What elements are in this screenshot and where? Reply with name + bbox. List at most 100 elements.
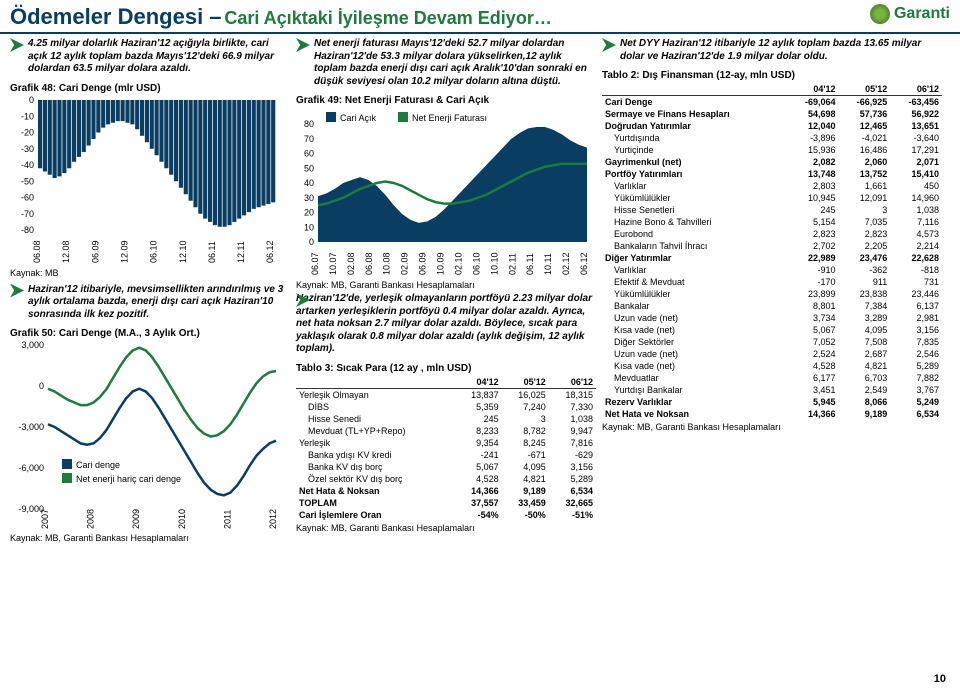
svg-text:06.12: 06.12 xyxy=(265,240,275,263)
chart48: -80-70-60-50-40-30-20-10006.0812.0806.09… xyxy=(10,96,290,266)
svg-text:-3,000: -3,000 xyxy=(18,422,44,432)
table-row: Hisse Senetleri24531,038 xyxy=(602,204,942,216)
svg-text:Cari denge: Cari denge xyxy=(76,460,120,470)
svg-text:2008: 2008 xyxy=(86,509,96,529)
table-row: Yerleşik9,3548,2457,816 xyxy=(296,437,596,449)
svg-text:06.07: 06.07 xyxy=(310,252,320,275)
svg-text:02.12: 02.12 xyxy=(561,252,571,275)
table-row: Cari İşlemlere Oran-54%-50%-51% xyxy=(296,509,596,521)
svg-text:06.12: 06.12 xyxy=(579,252,589,275)
table3-source: Kaynak: MB, Garanti Bankası Hesaplamalar… xyxy=(296,523,596,533)
svg-text:50: 50 xyxy=(304,163,314,173)
svg-text:70: 70 xyxy=(304,134,314,144)
table-row: Portföy Yatırımları13,74813,75215,410 xyxy=(602,168,942,180)
svg-text:2011: 2011 xyxy=(222,510,232,529)
logo-text: Garanti xyxy=(894,5,950,23)
column-left: 4.25 milyar dolarlık Haziran'12 açığıyla… xyxy=(10,38,290,543)
svg-text:10.08: 10.08 xyxy=(382,252,392,275)
chart48-source: Kaynak: MB xyxy=(10,268,290,278)
page-number: 10 xyxy=(934,673,946,685)
chart50: -9,000-6,000-3,00003,000Cari dengeNet en… xyxy=(10,341,290,531)
table-row: Diğer Sektörler7,0527,5087,835 xyxy=(602,336,942,348)
svg-text:Net enerji hariç cari denge: Net enerji hariç cari denge xyxy=(76,474,181,484)
table3-title: Tablo 3: Sıcak Para (12 ay , mln USD) xyxy=(296,363,596,374)
svg-text:2012: 2012 xyxy=(268,509,278,529)
svg-text:10: 10 xyxy=(304,222,314,232)
chart48-title: Grafik 48: Cari Denge (mlr USD) xyxy=(10,83,290,94)
svg-text:12.11: 12.11 xyxy=(236,241,246,263)
svg-text:0: 0 xyxy=(29,96,34,105)
table-row: Net Hata & Noksan14,3669,1896,534 xyxy=(296,485,596,497)
svg-text:0: 0 xyxy=(39,381,44,391)
table-row: Uzun vade (net)2,5242,6872,546 xyxy=(602,348,942,360)
logo: Garanti xyxy=(870,4,950,24)
table3: 04'1205'1206'12Yerleşik Olmayan13,83716,… xyxy=(296,376,596,521)
column-mid: Net enerji faturası Mayıs'12'deki 52.7 m… xyxy=(296,38,596,543)
svg-text:-20: -20 xyxy=(21,127,34,137)
svg-text:Net Enerji Faturası: Net Enerji Faturası xyxy=(412,113,487,123)
svg-text:-70: -70 xyxy=(21,208,34,218)
svg-text:10.11: 10.11 xyxy=(543,253,553,275)
svg-text:06.10: 06.10 xyxy=(149,240,159,263)
svg-text:06.08: 06.08 xyxy=(364,252,374,275)
table-row: Uzun vade (net)3,7343,2892,981 xyxy=(602,312,942,324)
table-row: Eurobond2,8232,8234,573 xyxy=(602,228,942,240)
content: 4.25 milyar dolarlık Haziran'12 açığıyla… xyxy=(0,34,960,547)
svg-text:06.08: 06.08 xyxy=(32,240,42,263)
table-row: Yükümlülükler10,94512,09114,960 xyxy=(602,192,942,204)
blurb-right-1: Net DYY Haziran'12 itibariyle 12 aylık t… xyxy=(602,38,942,63)
chart49-title: Grafik 49: Net Enerji Faturası & Cari Aç… xyxy=(296,95,596,106)
svg-text:02.09: 02.09 xyxy=(400,252,410,275)
svg-text:-10: -10 xyxy=(21,111,34,121)
title-main: Ödemeler Dengesi – xyxy=(10,4,222,29)
svg-text:02.08: 02.08 xyxy=(346,252,356,275)
svg-text:10.10: 10.10 xyxy=(489,252,499,275)
table-row: DİBS5,3597,2407,330 xyxy=(296,401,596,413)
svg-text:40: 40 xyxy=(304,178,314,188)
svg-text:2007: 2007 xyxy=(40,509,50,529)
svg-text:3,000: 3,000 xyxy=(21,341,44,350)
svg-text:06.11: 06.11 xyxy=(525,253,535,275)
svg-text:02.10: 02.10 xyxy=(453,252,463,275)
svg-text:06.11: 06.11 xyxy=(207,241,217,263)
svg-text:0: 0 xyxy=(309,237,314,247)
table-row: Yurtdışı Bankalar3,4512,5493,767 xyxy=(602,384,942,396)
svg-text:06.09: 06.09 xyxy=(90,240,100,263)
svg-text:2010: 2010 xyxy=(177,509,187,529)
table-row: Gayrimenkul (net)2,0822,0602,071 xyxy=(602,156,942,168)
page-header: Ödemeler Dengesi – Cari Açıktaki İyileşm… xyxy=(0,0,960,34)
svg-text:12.09: 12.09 xyxy=(119,240,129,263)
table-row: Rezerv Varlıklar5,9458,0665,249 xyxy=(602,396,942,408)
blurb-mid-1: Net enerji faturası Mayıs'12'deki 52.7 m… xyxy=(296,38,596,88)
chart49: 01020304050607080Cari AçıkNet Enerji Fat… xyxy=(296,108,596,278)
svg-text:06.10: 06.10 xyxy=(471,252,481,275)
table-row: Hazine Bono & Tahvilleri5,1547,0357,116 xyxy=(602,216,942,228)
blurb-left-1: 4.25 milyar dolarlık Haziran'12 açığıyla… xyxy=(10,38,290,76)
table-row: Hisse Senedi24531,038 xyxy=(296,413,596,425)
table-row: Kısa vade (net)4,5284,8215,289 xyxy=(602,360,942,372)
svg-text:2009: 2009 xyxy=(131,509,141,529)
table-row: Bankalar8,8017,3846,137 xyxy=(602,300,942,312)
table-row: Cari Denge-69,064-66,925-63,456 xyxy=(602,96,942,109)
svg-text:10.07: 10.07 xyxy=(328,252,338,275)
table-row: Yükümlülükler23,89923,83823,446 xyxy=(602,288,942,300)
svg-text:10.09: 10.09 xyxy=(436,252,446,275)
svg-text:02.11: 02.11 xyxy=(507,253,517,275)
table-row: Doğrudan Yatırımlar12,04012,46513,651 xyxy=(602,120,942,132)
clover-icon xyxy=(870,4,890,24)
svg-text:-30: -30 xyxy=(21,143,34,153)
svg-text:12.10: 12.10 xyxy=(178,240,188,263)
svg-text:-50: -50 xyxy=(21,176,34,186)
svg-text:06.09: 06.09 xyxy=(418,252,428,275)
table-row: Özel sektör KV dış borç4,5284,8215,289 xyxy=(296,473,596,485)
chart50-source: Kaynak: MB, Garanti Bankası Hesaplamalar… xyxy=(10,533,290,543)
table-row: Bankaların Tahvil İhracı2,7022,2052,214 xyxy=(602,240,942,252)
svg-text:-40: -40 xyxy=(21,160,34,170)
blurb-left-2: Haziran'12 itibariyle, mevsimsellikten a… xyxy=(10,284,290,322)
table-row: Varlıklar2,8031,661450 xyxy=(602,180,942,192)
svg-text:20: 20 xyxy=(304,208,314,218)
table2-source: Kaynak: MB, Garanti Bankası Hesaplamalar… xyxy=(602,422,942,432)
table-row: Yerleşik Olmayan13,83716,02518,315 xyxy=(296,388,596,401)
table-row: Yurtiçinde15,93616,48617,291 xyxy=(602,144,942,156)
svg-text:80: 80 xyxy=(304,119,314,129)
